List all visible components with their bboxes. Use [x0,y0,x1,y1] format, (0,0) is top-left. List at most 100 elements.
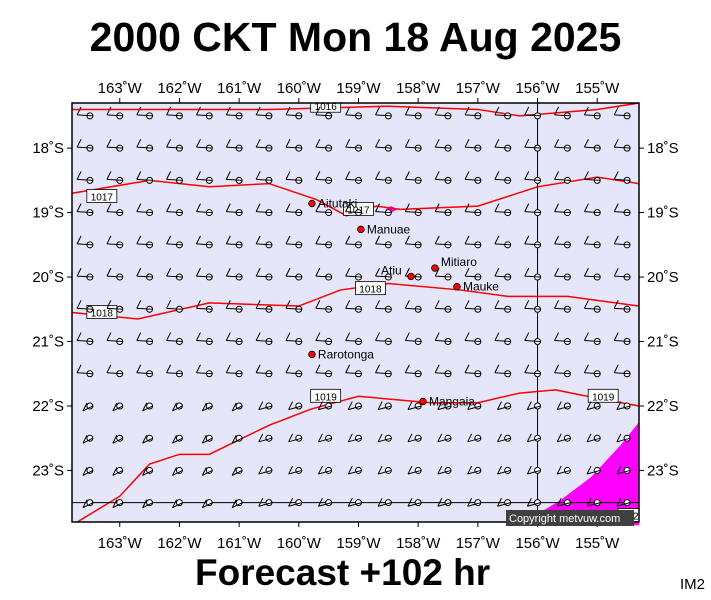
wind-barb-staff [375,243,392,246]
lon-tick-label-bottom: 157˚W [456,535,501,552]
wind-barb-feather [437,401,443,410]
wind-barb-staff [77,340,93,343]
lat-tick-label-left: 23˚S [32,462,64,479]
wind-barb-staff [106,372,123,375]
wind-barb [434,267,452,281]
wind-barb [225,203,243,217]
wind-barb-staff [77,307,93,310]
wind-barb-staff [405,211,422,214]
wind-barb-staff [106,146,123,149]
wind-barb-feather [225,171,231,180]
wind-barb [554,171,571,184]
wind-barb [556,433,571,443]
wind-barb [285,203,303,217]
wind-barb-staff [112,502,123,509]
wind-barb-feather [497,498,502,507]
wind-barb [258,465,273,475]
wind-barb-staff [112,437,123,444]
isobar-line [75,389,639,522]
lon-tick-label-top: 161˚W [217,80,262,97]
lat-tick-label-right: 20˚S [647,269,679,286]
wind-barb-feather [375,364,380,374]
wind-barb [136,203,154,217]
lat-tick-label-right: 19˚S [647,205,679,222]
wind-barb-feather [524,203,530,212]
wind-barb-feather [556,498,562,507]
place-marker [453,283,461,291]
wind-barb-staff [494,146,511,149]
wind-barb-feather [136,332,142,341]
wind-barb [464,300,482,313]
wind-barb-feather [76,138,82,148]
wind-barb [166,203,183,217]
wind-barb-feather [464,300,470,309]
place-marker [431,264,439,272]
wind-barb [524,138,542,152]
wind-barb-feather [112,434,118,444]
wind-barb-feather [82,499,88,508]
wind-barb-staff [584,178,601,181]
wind-barb [76,138,94,152]
wind-barb-staff [435,340,452,343]
lon-tick-label-top: 157˚W [456,80,501,97]
wind-barb [583,171,601,184]
wind-barb-staff [82,469,94,476]
wind-barb-staff [202,405,213,412]
wind-barb-staff [136,243,153,246]
wind-barb-staff [256,114,272,117]
wind-barb-staff [77,243,93,246]
wind-barb-feather [76,332,82,341]
wind-barb-feather [464,332,470,341]
wind-barb [494,106,512,120]
wind-barb [201,499,213,509]
wind-barb [434,300,452,313]
wind-barb-staff [318,405,332,411]
wind-barb [142,434,154,444]
wind-barb-feather [524,235,530,245]
wind-barb [347,433,362,443]
wind-barb-feather [285,300,291,309]
wind-barb-staff [285,211,302,214]
wind-barb-staff [226,340,243,343]
wind-barb-feather [494,364,500,374]
wind-barb [347,498,362,507]
wind-barb [526,498,542,507]
wind-barb-staff [202,502,213,509]
isobar-label-box [355,281,386,296]
wind-barb-staff [256,275,272,278]
wind-barb [315,235,333,249]
wind-barb-feather [201,434,207,444]
wind-barb-feather [166,332,172,341]
wind-barb-staff [166,307,183,310]
wind-barb-feather [172,499,177,508]
wind-barb [434,203,452,217]
wind-barb-feather [404,171,410,180]
wind-barb-staff [377,469,392,475]
wind-barb-feather [255,171,261,180]
wind-barb [106,364,124,378]
tick-layer: 163˚W 163˚W 162˚W 162˚W 161˚W 161˚W 160˚W 160˚W… [32,80,678,552]
wind-barb [407,465,422,475]
wind-barb-staff [142,437,153,444]
place-marker [419,397,427,406]
wind-barb-feather [347,401,353,410]
wind-barb-staff [196,372,213,375]
wind-barb [464,106,482,120]
wind-barb [225,267,243,281]
wind-barb [196,138,213,152]
wind-barb [464,364,482,378]
wind-barb-feather [288,498,294,507]
wind-barb [288,401,303,411]
wind-barb-staff [435,372,452,375]
wind-barb-staff [524,114,541,117]
wind-barb [142,499,154,509]
wind-barb-staff [586,469,601,475]
wind-barb-feather [404,203,410,212]
wind-barb-staff [554,340,571,343]
wind-barb [404,332,422,346]
wind-barb [315,332,333,346]
wind-barb [554,300,571,313]
wind-barb [404,300,422,313]
wind-barb [613,203,631,217]
lat-tick-label-left: 19˚S [32,205,64,222]
